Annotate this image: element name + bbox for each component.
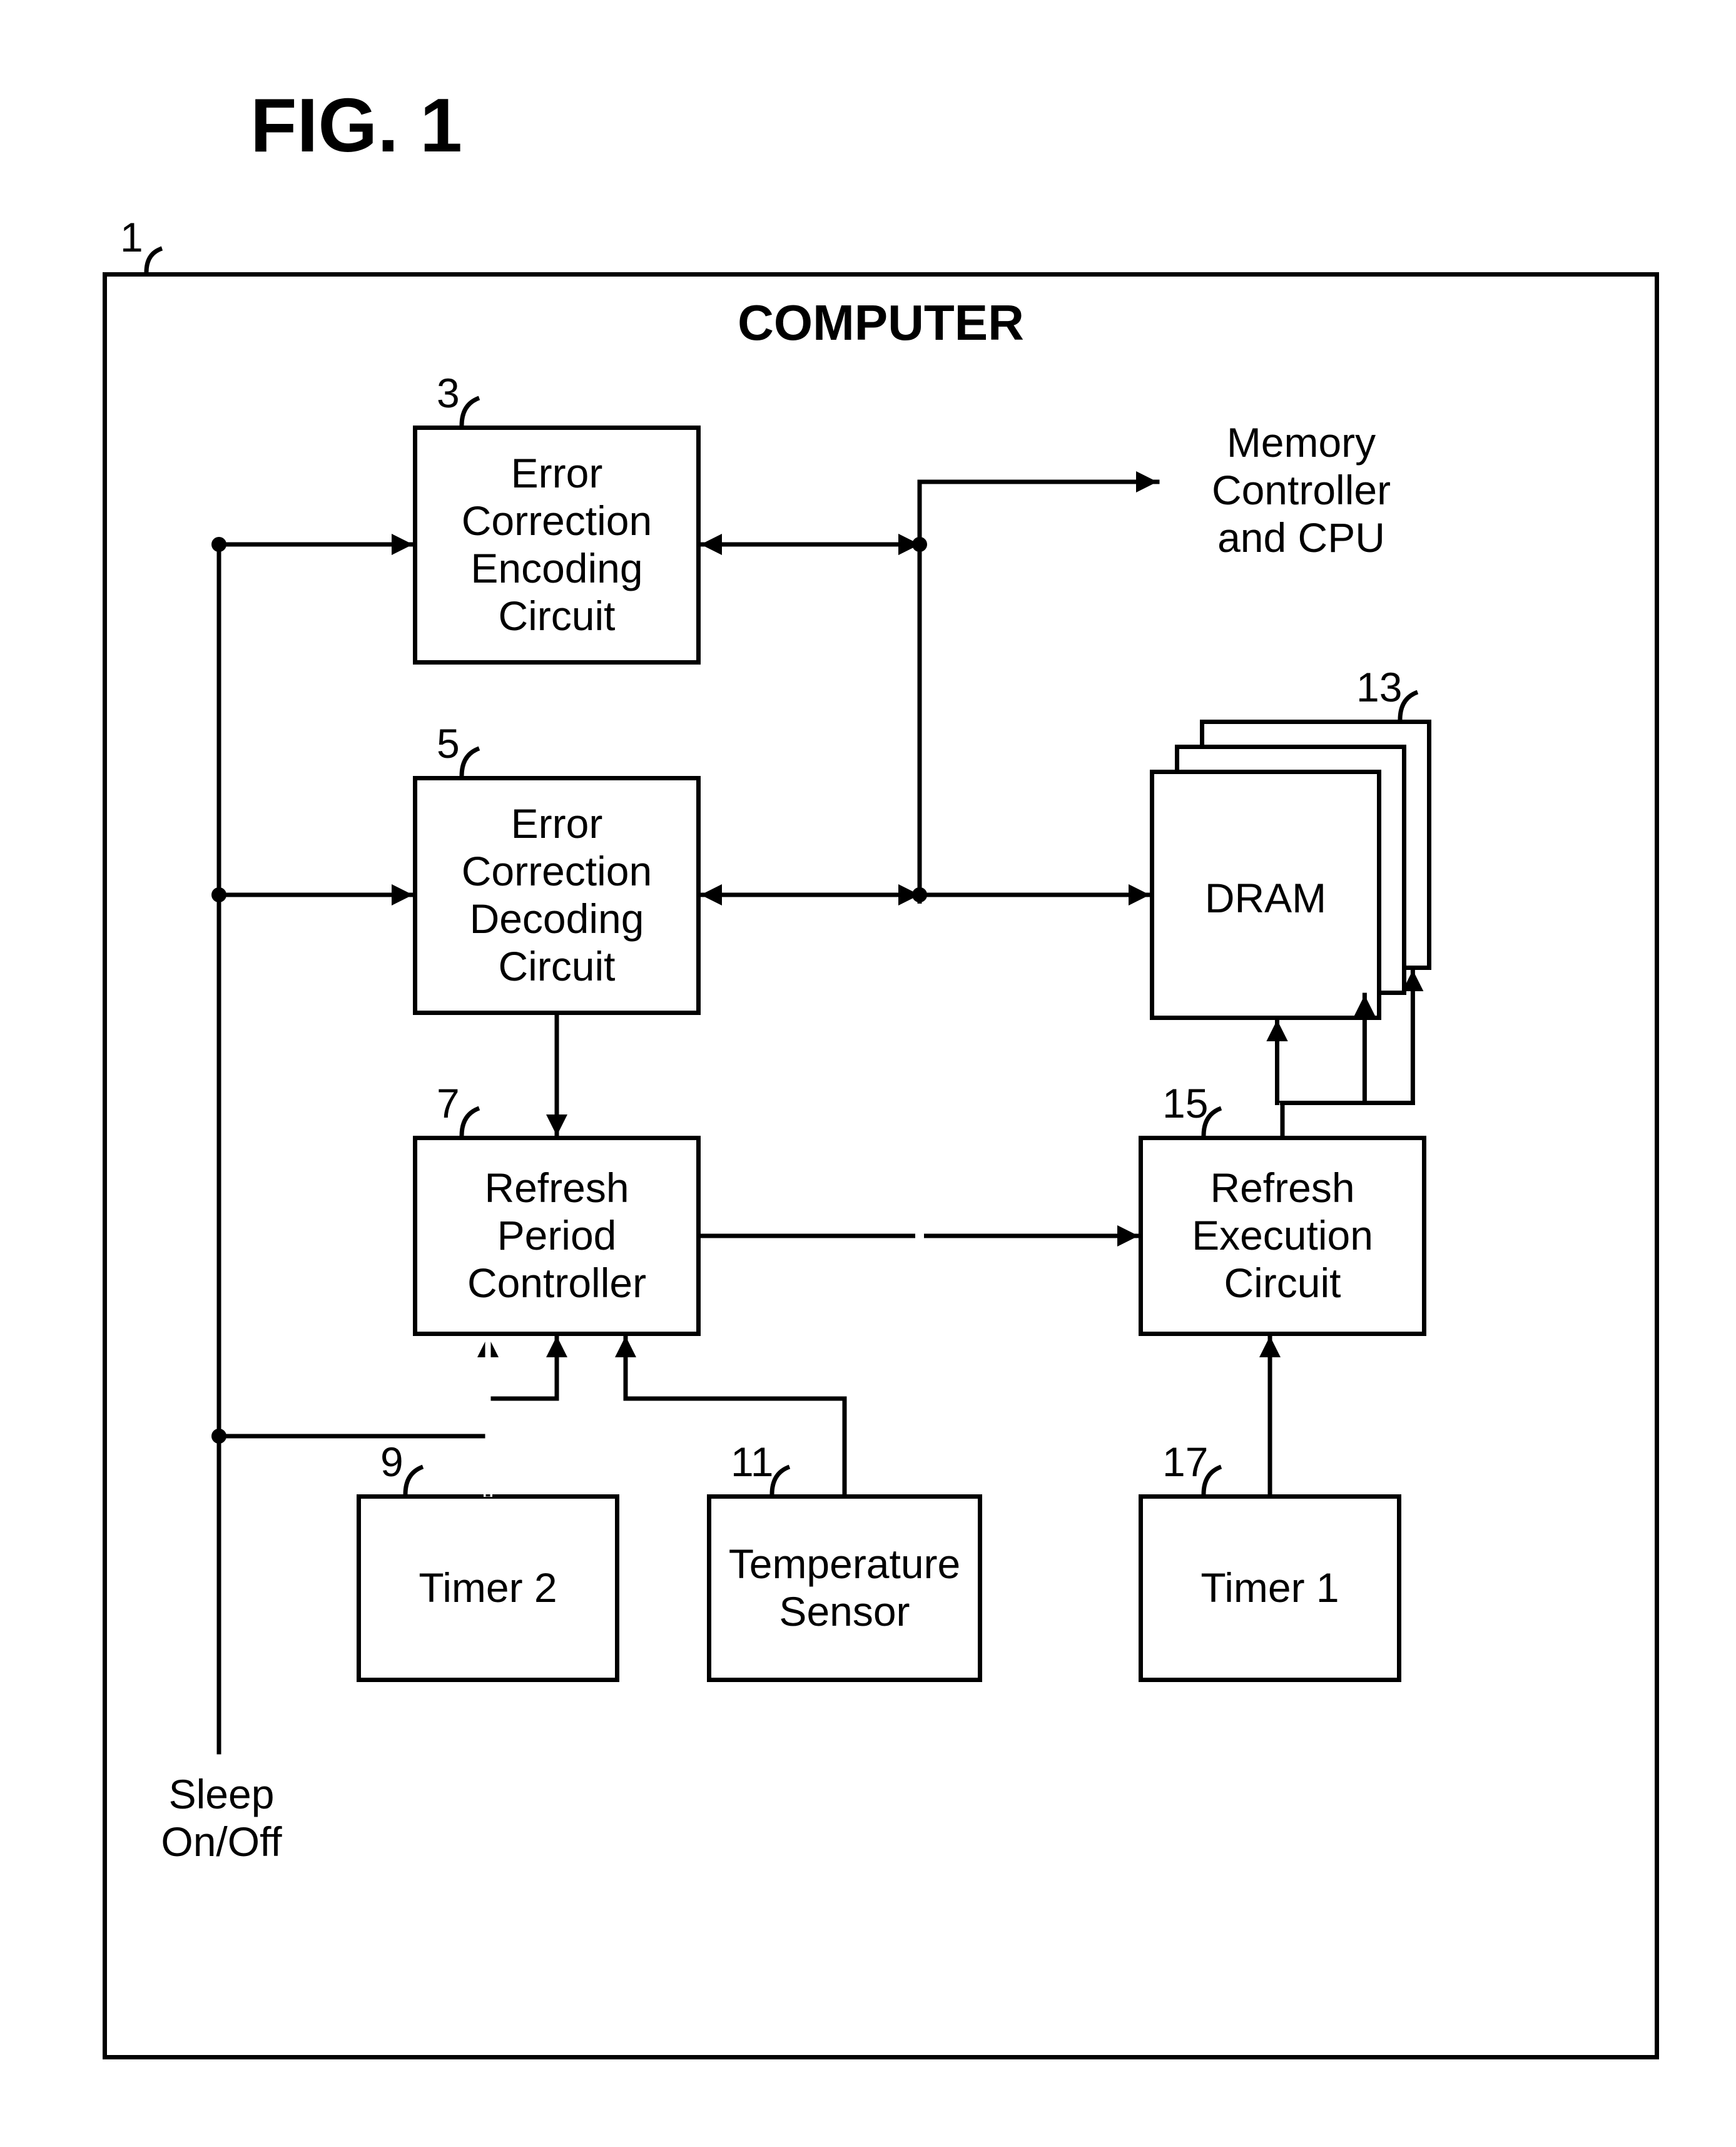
- wires-overlay: [0, 0, 1736, 2147]
- page: FIG. 1 COMPUTER 1 ErrorCorrectionEncodin…: [0, 0, 1736, 2147]
